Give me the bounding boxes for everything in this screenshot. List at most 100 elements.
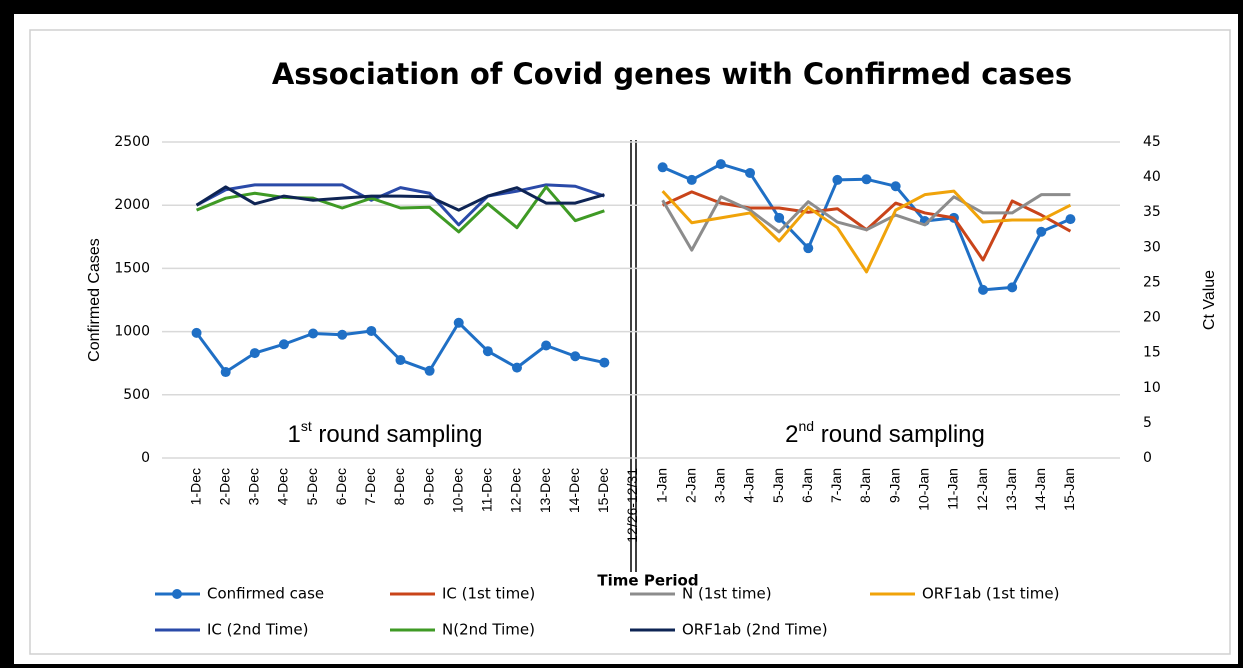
y2-tick-label: 15 [1143,345,1161,361]
point [832,174,843,185]
x-tick-label: 11-Dec [479,468,495,512]
annotation: 2nd round sampling [785,418,985,449]
point [570,351,581,362]
x-tick-label: 14-Jan [1032,468,1048,511]
point [978,284,989,295]
point [395,355,406,366]
y2-tick-label: 5 [1143,415,1152,431]
annotation-sup: nd [799,418,815,434]
y-tick-label: 1500 [114,260,150,276]
series-line [195,183,605,227]
y2-tick-label: 40 [1143,169,1161,185]
y-tick-label: 2000 [114,197,150,213]
x-axis-label: Time Period [597,572,698,590]
point [220,367,231,378]
x-tick-label: 2-Dec [216,468,232,505]
x-tick-label: 13-Jan [1003,468,1019,511]
legend-label: N(2nd Time) [442,621,535,639]
y-tick-label: 1000 [114,324,150,340]
point [424,365,435,376]
y2-axis-label: Ct Value [1201,270,1218,330]
legend-label: N (1st time) [682,585,772,603]
x-tick-label: 10-Dec [449,468,465,513]
series-line [661,189,1072,274]
x-tick-label: 13-Dec [537,468,553,513]
point [1036,226,1047,237]
point [308,328,319,339]
y2-tick-label: 35 [1143,204,1161,220]
y-axis-label: Confirmed Cases [86,238,103,362]
x-tick-label: 12/26-12/31 [624,468,640,543]
frame [14,14,1238,664]
y-tick-label: 500 [123,387,150,403]
point [657,162,668,173]
annotation-number: 2 [785,421,798,448]
point [482,346,493,357]
x-tick-label: 14-Dec [566,468,582,513]
x-tick-label: 7-Dec [362,468,378,505]
x-tick-label: 5-Jan [770,468,786,503]
point [278,339,289,350]
x-tick-label: 7-Jan [828,468,844,503]
point [599,357,610,368]
y2-tick-label: 45 [1143,134,1161,150]
x-tick-label: 12-Dec [508,468,524,513]
x-tick-label: 1-Dec [187,468,203,505]
chart-title: Association of Covid genes with Confirme… [272,57,1072,91]
x-tick-label: 12-Jan [974,468,990,511]
annotation: 1st round sampling [287,418,482,449]
point [715,159,726,170]
x-tick-label: 11-Jan [945,468,961,510]
x-tick-label: 2-Jan [682,468,698,503]
annotation-text: round sampling [312,421,483,448]
point [774,212,785,223]
x-tick-label: 8-Jan [857,468,873,503]
y-tick-label: 0 [141,450,150,466]
point [803,243,814,254]
point [541,340,552,351]
x-tick-label: 6-Jan [799,468,815,503]
point [890,181,901,192]
point [686,174,697,185]
y2-tick-label: 25 [1143,274,1161,290]
point [249,348,260,359]
series-line [195,185,605,212]
point [511,362,522,373]
x-tick-label: 6-Dec [333,468,349,505]
x-tick-label: 3-Dec [246,468,262,505]
x-tick-label: 8-Dec [391,468,407,505]
x-tick-label: 15-Jan [1061,468,1077,511]
y2-tick-label: 0 [1143,450,1152,466]
y-tick-label: 2500 [114,134,150,150]
x-tick-label: 9-Jan [886,468,902,503]
annotation-number: 1 [287,421,300,448]
legend-label: ORF1ab (2nd Time) [682,621,828,639]
x-tick-label: 1-Jan [653,468,669,503]
legend-label: ORF1ab (1st time) [922,585,1059,603]
point [337,329,348,340]
point [191,327,202,338]
y2-tick-label: 10 [1143,380,1161,396]
point [453,317,464,328]
chart-border [29,29,1231,655]
point [861,174,872,185]
x-tick-label: 4-Dec [275,468,291,505]
point [745,167,756,178]
x-tick-label: 15-Dec [595,468,611,513]
x-tick-label: 3-Jan [712,468,728,503]
legend-label: IC (1st time) [442,585,535,603]
annotation-sup: st [301,418,312,434]
series-line [195,185,605,234]
y2-tick-label: 30 [1143,239,1161,255]
point [1065,214,1076,225]
x-tick-label: 4-Jan [741,468,757,503]
point [1007,282,1018,293]
series-line [661,193,1071,252]
x-tick-label: 10-Jan [915,468,931,511]
y2-tick-label: 20 [1143,310,1161,326]
x-tick-label: 9-Dec [420,468,436,505]
point [366,325,377,336]
annotation-text: round sampling [814,421,985,448]
legend-marker [172,589,182,599]
